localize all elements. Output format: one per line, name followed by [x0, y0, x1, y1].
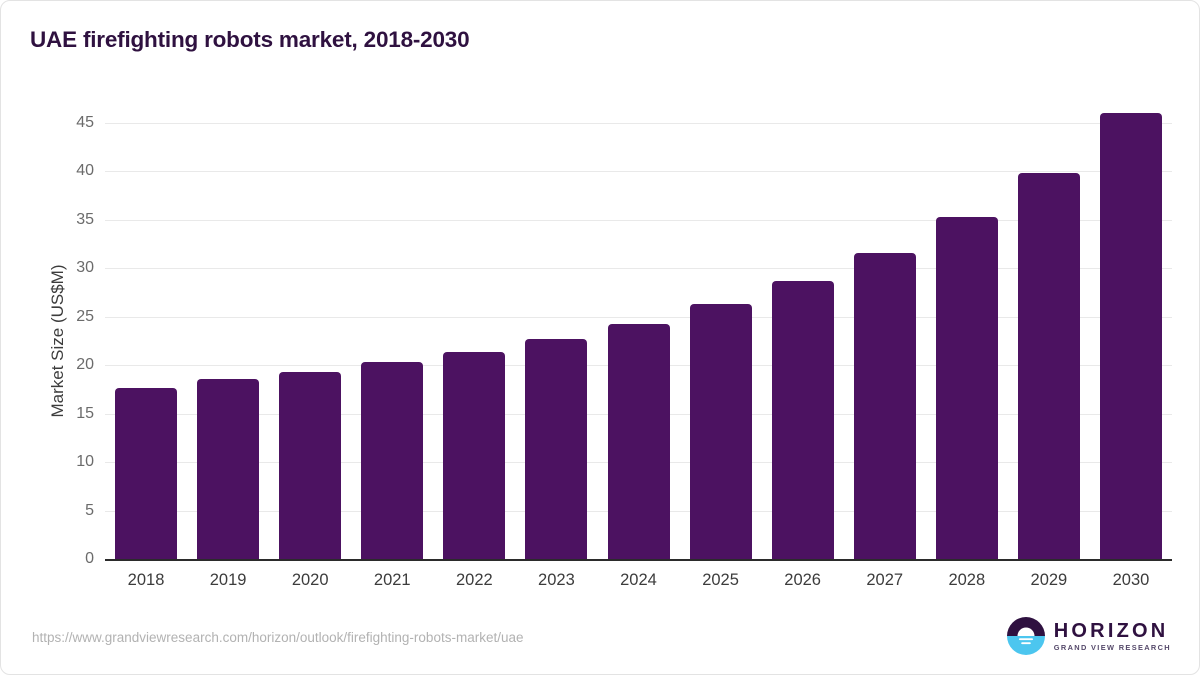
x-tick-label: 2030	[1112, 571, 1150, 589]
gridline	[105, 219, 1172, 221]
x-tick-label: 2020	[291, 571, 329, 589]
y-tick-label: 0	[85, 550, 94, 567]
gridline	[105, 123, 1172, 124]
bar-2026[interactable]	[771, 280, 834, 559]
gridline	[105, 171, 1172, 173]
x-tick-label: 2022	[455, 571, 493, 589]
horizon-logo: HORIZON GRAND VIEW RESEARCH	[1006, 617, 1171, 655]
y-tick-label: 25	[76, 307, 94, 325]
bar-2020[interactable]	[279, 372, 342, 559]
bar-2027[interactable]	[853, 252, 916, 559]
x-tick-label: 2025	[702, 571, 739, 589]
y-tick-label: 45	[76, 114, 94, 131]
y-tick-label: 35	[76, 210, 94, 228]
x-tick-label: 2027	[866, 571, 904, 589]
bar-2025[interactable]	[689, 304, 752, 559]
bar-2021[interactable]	[361, 362, 424, 559]
y-tick-label: 15	[76, 404, 94, 422]
bar-2029[interactable]	[1017, 173, 1080, 559]
logo-wordmark: HORIZON	[1053, 619, 1169, 642]
y-tick-label: 30	[76, 259, 94, 277]
page-title: UAE firefighting robots market, 2018-203…	[30, 27, 470, 52]
bar-2018[interactable]	[115, 387, 178, 559]
source-url[interactable]: https://www.grandviewresearch.com/horizo…	[32, 630, 524, 645]
bar-2028[interactable]	[935, 216, 998, 559]
bar-2023[interactable]	[525, 339, 588, 559]
bar-2019[interactable]	[197, 378, 260, 559]
x-axis-line	[105, 559, 1172, 561]
bar-2022[interactable]	[443, 351, 506, 559]
bar-2024[interactable]	[607, 323, 670, 559]
y-tick-label: 5	[85, 501, 94, 519]
bar-2030[interactable]	[1099, 113, 1162, 559]
x-tick-label: 2018	[127, 571, 165, 589]
logo-tagline: GRAND VIEW RESEARCH	[1053, 642, 1171, 652]
gridline	[105, 316, 1172, 318]
x-tick-label: 2023	[538, 571, 575, 589]
horizon-logo-text: HORIZON GRAND VIEW RESEARCH	[1054, 621, 1171, 651]
y-tick-label: 10	[76, 453, 94, 471]
y-tick-label: 20	[76, 356, 94, 374]
x-tick-label: 2024	[620, 571, 657, 589]
x-tick-label: 2021	[373, 571, 411, 589]
gridline	[105, 268, 1172, 270]
x-tick-label: 2029	[1030, 571, 1068, 589]
horizon-logo-icon	[1006, 617, 1045, 655]
x-tick-label: 2019	[209, 571, 247, 589]
x-tick-label: 2026	[784, 571, 821, 589]
y-tick-label: 40	[76, 162, 94, 180]
x-tick-label: 2028	[948, 571, 986, 589]
y-axis-ticks: 0 5 10 15 20 25 30 35 40 45	[48, 1, 94, 674]
